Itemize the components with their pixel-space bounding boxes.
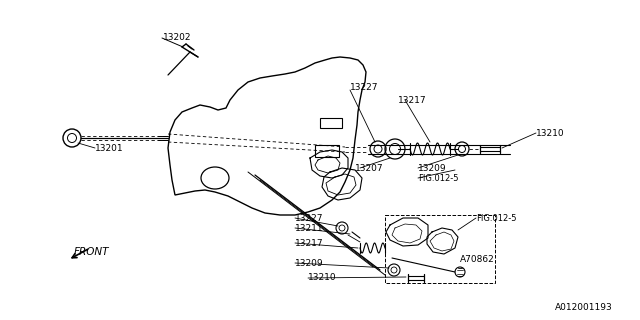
- Text: 13209: 13209: [295, 259, 324, 268]
- Text: 13210: 13210: [308, 274, 337, 283]
- Text: FIG.012-5: FIG.012-5: [476, 213, 516, 222]
- Text: 13202: 13202: [163, 33, 191, 42]
- Text: 13211: 13211: [295, 223, 324, 233]
- Text: FRONT: FRONT: [74, 247, 109, 257]
- Text: 13207: 13207: [355, 164, 383, 172]
- Text: 13217: 13217: [295, 238, 324, 247]
- Text: 13209: 13209: [418, 164, 447, 172]
- Text: A012001193: A012001193: [555, 303, 612, 313]
- Text: A70862: A70862: [460, 255, 495, 265]
- Text: 13227: 13227: [350, 83, 378, 92]
- Text: FIG.012-5: FIG.012-5: [418, 173, 458, 182]
- Text: 13217: 13217: [398, 95, 427, 105]
- Text: 13227: 13227: [295, 213, 323, 222]
- Text: 13201: 13201: [95, 143, 124, 153]
- Text: 13210: 13210: [536, 129, 564, 138]
